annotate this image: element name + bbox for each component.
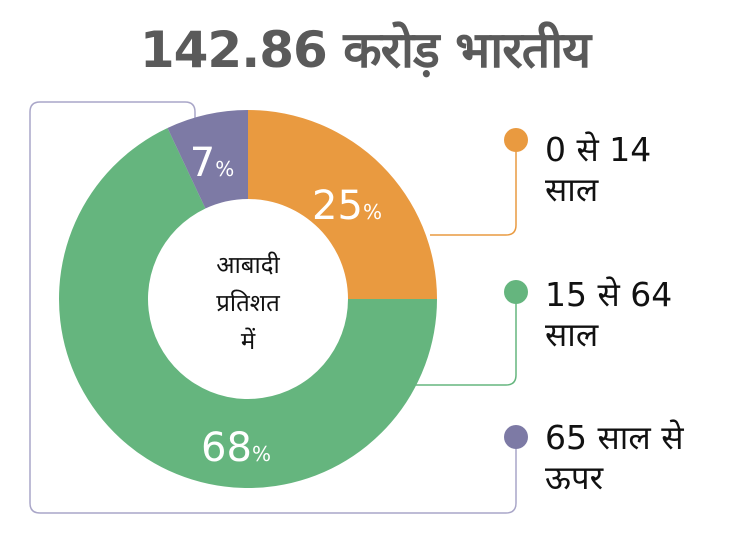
legend-dot (504, 425, 528, 449)
legend-dot (504, 280, 528, 304)
center-label-line: प्रतिशत (216, 289, 281, 317)
chart-title: 142.86 करोड़ भारतीय (139, 21, 591, 79)
center-label-line: में (241, 327, 256, 355)
donut-slice (59, 127, 438, 489)
leader-line-15-64 (415, 292, 517, 386)
leader-line-0-14 (430, 150, 517, 236)
legend-item-15-64: 15 से 64 साल (545, 275, 672, 355)
legend-label-line: साल (545, 315, 599, 354)
legend-label-line: 0 से 14 (545, 130, 652, 169)
slice-value-label: 7% (190, 140, 234, 186)
legend-item-65-plus: 65 साल से ऊपर (545, 418, 684, 498)
legend-label-line: ऊपर (545, 458, 604, 497)
donut-slice (167, 110, 248, 209)
legend-dot (504, 128, 528, 152)
legend-item-0-14: 0 से 14 साल (545, 130, 651, 210)
center-label-line: आबादी (216, 251, 280, 279)
legend-label-line: 15 से 64 (545, 275, 673, 314)
leader-line-65-plus (29, 101, 517, 514)
legend-label-line: साल (545, 170, 599, 209)
donut-slice (248, 110, 437, 299)
legend-label-line: 65 साल से (545, 418, 684, 457)
